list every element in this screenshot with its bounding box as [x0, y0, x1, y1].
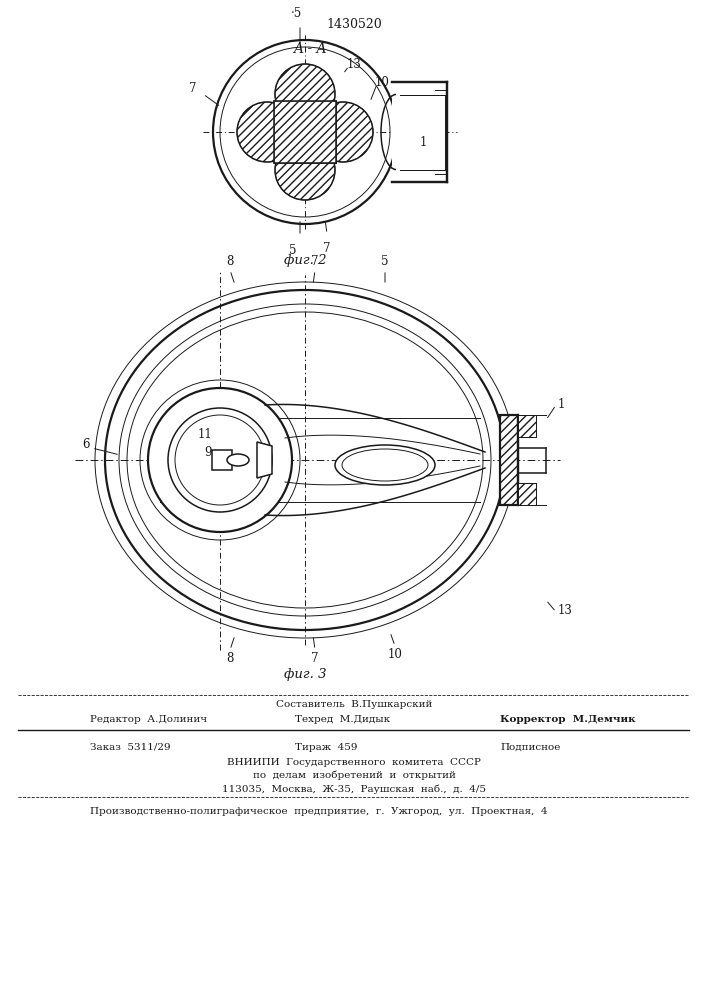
Text: 6: 6 — [83, 438, 90, 452]
Text: 5: 5 — [381, 255, 389, 268]
Text: 113035,  Москва,  Ж-35,  Раушская  наб.,  д.  4/5: 113035, Москва, Ж-35, Раушская наб., д. … — [222, 784, 486, 794]
Ellipse shape — [335, 445, 435, 485]
Circle shape — [237, 102, 297, 162]
Bar — [392, 82, 447, 182]
Text: 9: 9 — [204, 446, 212, 458]
Ellipse shape — [95, 282, 515, 638]
Text: 1: 1 — [420, 135, 427, 148]
Text: 8: 8 — [226, 255, 234, 268]
Text: 11: 11 — [197, 428, 212, 442]
Bar — [274, 101, 336, 163]
Ellipse shape — [342, 449, 428, 481]
Bar — [518, 483, 536, 505]
Circle shape — [275, 140, 335, 200]
Bar — [518, 415, 536, 437]
Text: 7: 7 — [323, 242, 331, 255]
Bar — [274, 101, 336, 163]
Text: Редактор  А.Долинич: Редактор А.Долинич — [90, 715, 207, 724]
Text: 10: 10 — [375, 76, 390, 89]
Bar — [274, 101, 336, 163]
Bar — [500, 415, 518, 505]
Text: ·5: ·5 — [291, 7, 303, 20]
Text: Заказ  5311/29: Заказ 5311/29 — [90, 743, 170, 752]
Text: Тираж  459: Тираж 459 — [295, 743, 358, 752]
Bar — [274, 101, 336, 163]
Text: 8: 8 — [226, 652, 234, 665]
Text: Корректор  М.Демчик: Корректор М.Демчик — [500, 715, 636, 724]
Bar — [212, 450, 232, 470]
Text: 7: 7 — [189, 82, 197, 95]
Text: A - A: A - A — [293, 42, 327, 56]
Text: Подписное: Подписное — [500, 743, 561, 752]
Bar — [500, 415, 518, 505]
Text: фиг. 3: фиг. 3 — [284, 668, 326, 681]
Circle shape — [313, 102, 373, 162]
Text: по  делам  изобретений  и  открытий: по делам изобретений и открытий — [252, 771, 455, 780]
Ellipse shape — [105, 290, 505, 630]
Text: 10: 10 — [387, 648, 402, 661]
Text: ВНИИПИ  Государственного  комитета  СССР: ВНИИПИ Государственного комитета СССР — [227, 758, 481, 767]
Text: 13: 13 — [347, 57, 362, 70]
Text: Техред  М.Дидык: Техред М.Дидык — [295, 715, 390, 724]
Text: 5: 5 — [289, 244, 297, 257]
Text: Составитель  В.Пушкарский: Составитель В.Пушкарский — [276, 700, 432, 709]
Text: 7: 7 — [311, 652, 319, 665]
Text: 7: 7 — [311, 255, 319, 268]
Ellipse shape — [227, 454, 249, 466]
Text: 1430520: 1430520 — [326, 18, 382, 31]
Text: фиг. 2: фиг. 2 — [284, 254, 326, 267]
Circle shape — [213, 40, 397, 224]
Circle shape — [148, 388, 292, 532]
Bar — [518, 415, 536, 437]
Text: 13: 13 — [558, 603, 573, 616]
Bar — [518, 483, 536, 505]
Text: Производственно-полиграфическое  предприятие,  г.  Ужгород,  ул.  Проектная,  4: Производственно-полиграфическое предприя… — [90, 807, 547, 816]
Polygon shape — [257, 442, 272, 478]
Circle shape — [168, 408, 272, 512]
Text: 1: 1 — [558, 398, 566, 412]
Circle shape — [275, 64, 335, 124]
